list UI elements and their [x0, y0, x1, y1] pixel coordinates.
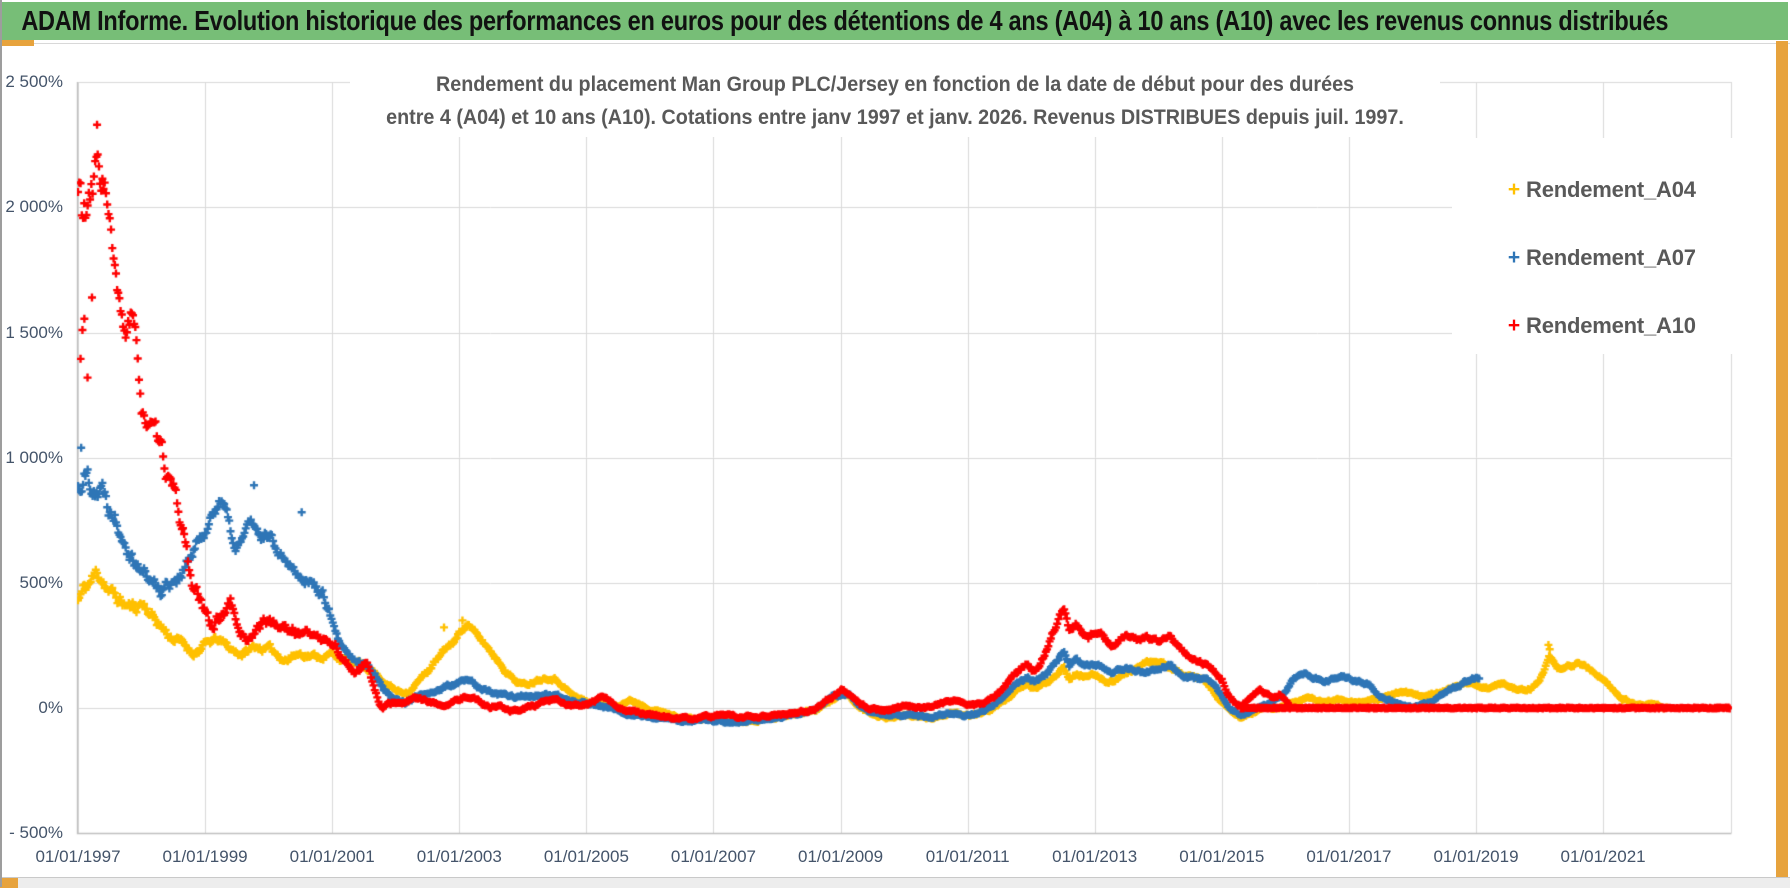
x-axis-label: 01/01/2021 — [1560, 847, 1646, 866]
y-axis-label: 0% — [38, 698, 63, 717]
chart-title-line2: entre 4 (A04) et 10 ans (A10). Cotations… — [386, 106, 1404, 129]
legend-label: Rendement_A07 — [1526, 245, 1696, 270]
bottom-frame-strip — [0, 877, 1790, 888]
x-axis-label: 01/01/2009 — [797, 847, 884, 866]
right-frame-border — [1776, 41, 1788, 877]
x-axis-label: 01/01/2003 — [416, 847, 502, 866]
legend-item: + Rendement_A07 — [1502, 238, 1782, 278]
y-axis-label: - 500% — [9, 823, 63, 843]
chart-title: Rendement du placement Man Group PLC/Jer… — [350, 57, 1440, 137]
left-frame-border — [0, 0, 2, 887]
y-axis-label: 1 500% — [5, 322, 63, 342]
y-axis-label: 2 500% — [5, 72, 63, 92]
x-axis-label: 01/01/2013 — [1052, 847, 1138, 866]
x-axis-label: 01/01/2019 — [1433, 847, 1519, 866]
legend-item: + Rendement_A10 — [1502, 306, 1782, 346]
legend-item: + Rendement_A04 — [1502, 170, 1782, 210]
y-axis-label: 2 000% — [5, 197, 63, 217]
x-axis-label: 01/01/2017 — [1306, 847, 1392, 866]
page-title: ADAM Informe. Evolution historique des p… — [21, 5, 1669, 36]
page-title-bar: ADAM Informe. Evolution historique des p… — [2, 2, 1788, 40]
y-axis-label: 1 000% — [5, 447, 63, 467]
x-axis-label: 01/01/2001 — [289, 847, 375, 866]
y-axis-label: 500% — [19, 572, 63, 592]
plus-marker-icon: + — [1507, 246, 1521, 269]
x-axis-label: 01/01/2015 — [1179, 847, 1265, 866]
legend: + Rendement_A04 + Rendement_A07 + Rendement_A… — [1452, 138, 1782, 354]
plus-marker-icon: + — [1507, 314, 1521, 337]
legend-label: Rendement_A04 — [1526, 177, 1696, 202]
x-axis-label: 01/01/2011 — [925, 847, 1010, 866]
legend-label: Rendement_A10 — [1526, 313, 1696, 338]
chart-title-line1: Rendement du placement Man Group PLC/Jer… — [435, 73, 1355, 96]
x-axis-label: 01/01/2005 — [543, 847, 629, 866]
x-axis-label: 01/01/1997 — [35, 847, 121, 866]
tab-bar-divider — [0, 43, 1790, 44]
x-axis-label: 01/01/2007 — [670, 847, 756, 866]
plus-marker-icon: + — [1507, 178, 1521, 201]
gold-tab-accent — [0, 40, 34, 46]
x-axis-label: 01/01/1999 — [162, 847, 248, 866]
bottom-gold-accent — [0, 878, 18, 888]
